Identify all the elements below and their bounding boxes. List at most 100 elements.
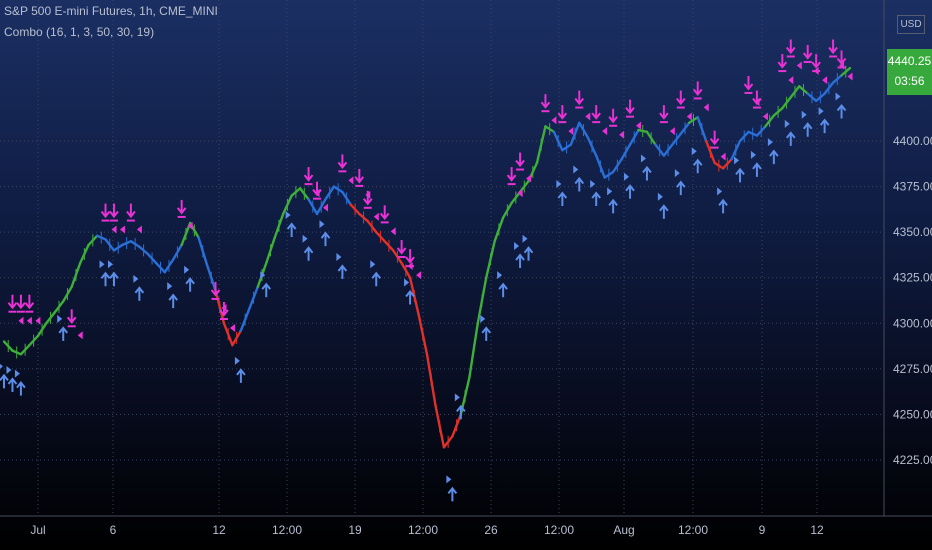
- sell-signal-marker: [100, 203, 117, 234]
- sell-signal-marker: [574, 90, 591, 121]
- buy-signal-marker: [234, 356, 246, 383]
- y-tick-label: 4225.00: [893, 453, 932, 467]
- buy-signal-marker: [674, 169, 686, 196]
- sell-signal-marker: [709, 130, 726, 161]
- x-tick-label: 26: [484, 523, 498, 537]
- x-tick-label: 12:00: [544, 523, 574, 537]
- y-tick-label: 4250.00: [893, 407, 932, 421]
- buy-signal-marker: [734, 156, 745, 183]
- indicator-legend[interactable]: Combo (16, 1, 3, 50, 30, 19): [4, 25, 155, 39]
- buy-signal-marker: [497, 271, 508, 298]
- buy-signal-marker: [818, 107, 830, 134]
- sell-signal-marker: [219, 301, 235, 332]
- buy-signal-marker: [6, 365, 18, 392]
- x-tick-label: Aug: [613, 523, 634, 537]
- buy-signal-marker: [454, 393, 466, 420]
- buy-signal-marker: [302, 234, 314, 261]
- buy-signal-marker: [0, 363, 9, 389]
- sell-signal-marker: [811, 54, 828, 85]
- x-tick-label: 12:00: [408, 523, 438, 537]
- buy-signal-marker: [624, 172, 635, 199]
- sell-signal-marker: [379, 205, 396, 236]
- sell-signal-marker: [785, 39, 802, 70]
- sell-signal-marker: [506, 167, 523, 198]
- buy-signal-marker: [184, 265, 195, 292]
- x-tick-label: Jul: [30, 523, 45, 537]
- buy-signal-marker: [573, 165, 585, 192]
- sell-signal-marker: [591, 105, 608, 136]
- sell-signal-marker: [777, 54, 794, 85]
- sell-signal-marker: [362, 190, 379, 221]
- y-tick-label: 4300.00: [893, 316, 932, 330]
- buy-signal-marker: [522, 234, 534, 261]
- x-tick-label: 12:00: [678, 523, 708, 537]
- time-axis[interactable]: Jul 6 12 12:00 19 12:00 26 12:00 Aug 12:00 9 12: [30, 523, 824, 537]
- buy-signal-marker: [767, 138, 779, 165]
- buy-signal-marker: [370, 260, 382, 287]
- buy-signal-marker: [607, 187, 618, 214]
- y-tick-label: 4325.00: [893, 271, 932, 285]
- sell-signal-marker: [66, 309, 83, 340]
- buy-signal-marker: [784, 119, 796, 146]
- buy-signal-marker: [285, 211, 297, 238]
- buy-signal-marker: [14, 369, 26, 396]
- sell-signal-marker: [24, 294, 41, 325]
- buy-signal-marker: [133, 274, 145, 301]
- x-tick-label: 12: [212, 523, 226, 537]
- sell-signal-marker: [836, 50, 853, 81]
- price-series: [2, 65, 852, 449]
- buy-signal-marker: [556, 180, 568, 207]
- sell-signal-marker: [176, 199, 193, 230]
- sell-signal-marker: [126, 203, 142, 234]
- buy-signal-marker: [514, 242, 525, 269]
- buy-signal-marker: [99, 260, 111, 287]
- x-tick-label: 19: [348, 523, 362, 537]
- x-tick-label: 9: [759, 523, 766, 537]
- sell-signal-marker: [515, 152, 532, 183]
- y-tick-label: 4275.00: [893, 362, 932, 376]
- sell-signal-marker: [676, 90, 692, 121]
- bar-countdown: 03:56: [894, 74, 925, 88]
- sell-signal-marker: [752, 90, 768, 121]
- y-tick-label: 4375.00: [893, 180, 932, 194]
- buy-signal-marker: [640, 154, 652, 181]
- buy-signal-marker: [107, 260, 119, 287]
- buy-signal-marker: [691, 147, 703, 174]
- sell-signal-marker: [557, 105, 574, 136]
- last-price: 4440.25: [887, 54, 932, 68]
- sell-signal-marker: [608, 108, 625, 139]
- sell-signal-marker: [7, 294, 24, 325]
- buy-signal-marker: [750, 150, 762, 177]
- sell-signal-marker: [625, 99, 642, 130]
- buy-signal-marker: [801, 110, 813, 137]
- signal-markers: [0, 39, 853, 502]
- price-axis[interactable]: 4400.00 4375.00 4350.00 4325.00 4300.00 4275.…: [893, 134, 932, 467]
- currency-label[interactable]: USD: [897, 15, 925, 34]
- buy-signal-marker: [446, 475, 458, 502]
- x-tick-label: 6: [110, 523, 117, 537]
- y-tick-label: 4350.00: [893, 225, 932, 239]
- sell-signal-marker: [659, 105, 675, 136]
- buy-signal-marker: [835, 92, 847, 119]
- last-price-badge: 4440.25 03:56: [887, 49, 932, 95]
- buy-signal-marker: [404, 278, 415, 305]
- chart-grid: [0, 0, 884, 516]
- sell-signal-marker: [405, 249, 422, 280]
- sell-signal-marker: [109, 203, 125, 234]
- x-tick-label: 12: [810, 523, 824, 537]
- sell-signal-marker: [540, 94, 557, 125]
- sell-signal-marker: [337, 154, 354, 185]
- buy-signal-marker: [260, 271, 272, 298]
- sell-signal-marker: [16, 294, 32, 325]
- buy-signal-marker: [657, 192, 669, 219]
- sell-signal-marker: [692, 81, 709, 112]
- x-tick-label: 12:00: [272, 523, 302, 537]
- buy-signal-marker: [167, 282, 178, 309]
- buy-signal-marker: [336, 252, 348, 279]
- buy-signal-marker: [590, 180, 601, 207]
- buy-signal-marker: [717, 187, 728, 214]
- y-tick-label: 4400.00: [893, 134, 932, 148]
- chart-title[interactable]: S&P 500 E-mini Futures, 1h, CME_MINI: [4, 4, 218, 18]
- buy-signal-marker: [319, 220, 331, 247]
